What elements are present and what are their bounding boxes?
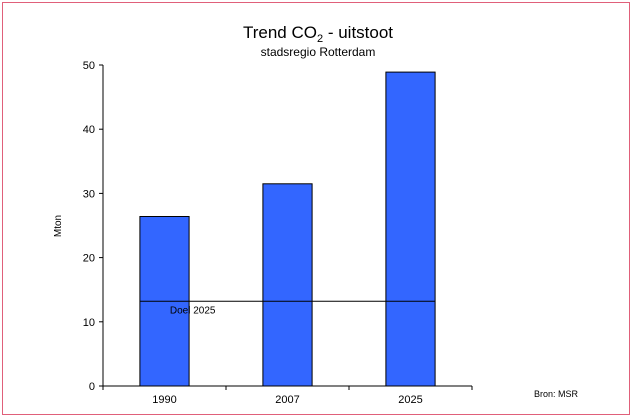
y-tick-label: 20 (83, 253, 95, 265)
chart-title: Trend CO2 - uitstoot (243, 23, 393, 45)
chart-frame (2, 2, 630, 415)
y-tick-label: 10 (83, 317, 95, 329)
bar-2007 (262, 183, 313, 387)
y-tick-label: 0 (89, 381, 95, 393)
chart-subtitle: stadsregio Rotterdam (261, 45, 376, 59)
x-tick-label: 1990 (152, 394, 176, 406)
bar-2025 (385, 71, 436, 387)
target-line-label: Doel 2025 (170, 305, 216, 316)
source-note: Bron: MSR (534, 389, 579, 399)
y-tick-label: 50 (83, 60, 95, 72)
x-tick-label: 2025 (398, 394, 422, 406)
x-tick-label: 2007 (275, 394, 299, 406)
plot-area: 0 10 20 30 40 50 1990 2007 2025 Doel 2025 (83, 60, 473, 406)
y-tick-label: 30 (83, 188, 95, 200)
y-tick-label: 40 (83, 124, 95, 136)
y-axis-label: Mton (53, 215, 64, 237)
